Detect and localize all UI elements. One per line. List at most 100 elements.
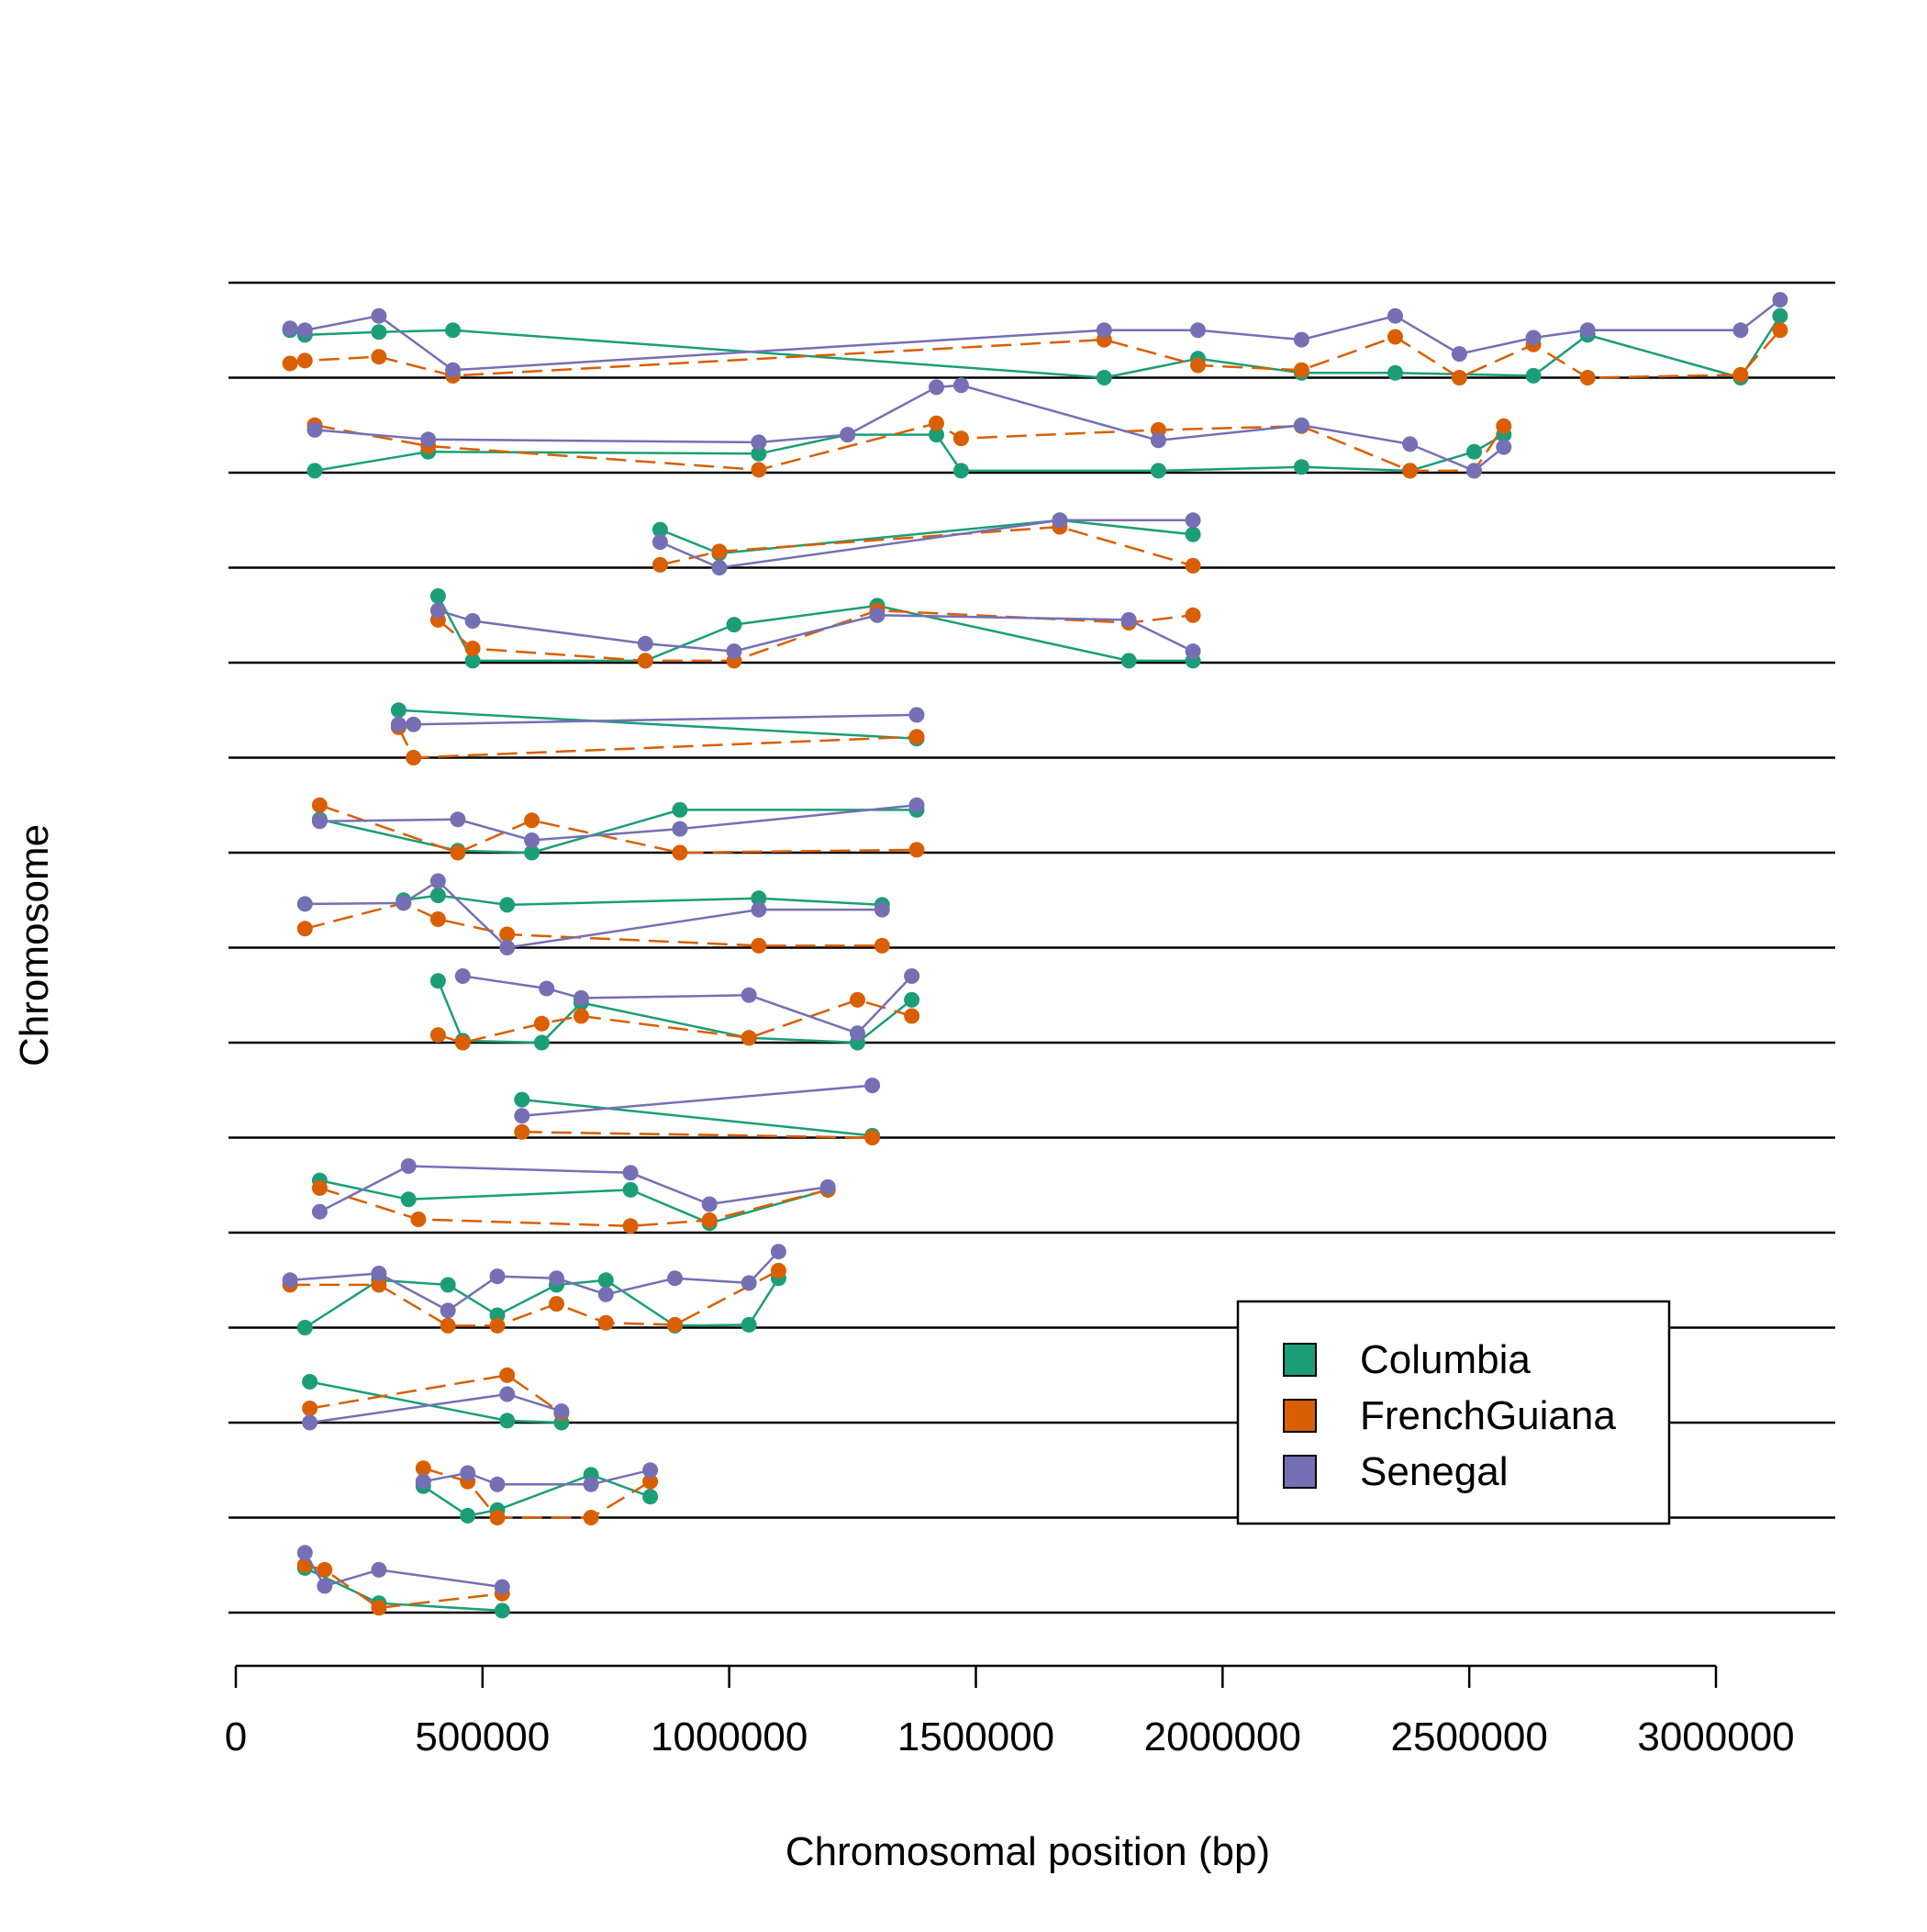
data-point: [429, 1027, 446, 1044]
data-point: [751, 937, 767, 954]
data-point: [819, 1178, 836, 1195]
data-point: [454, 968, 471, 984]
data-point: [282, 355, 298, 372]
series-line: [318, 1165, 829, 1213]
data-point: [282, 320, 298, 337]
data-point: [371, 1266, 387, 1281]
data-point: [1387, 307, 1403, 324]
data-point: [1293, 362, 1309, 378]
series-line: [318, 804, 918, 854]
data-point: [440, 1317, 456, 1334]
data-point: [850, 1025, 865, 1042]
data-point: [1402, 463, 1419, 479]
series-line: [422, 1473, 652, 1517]
data-point: [952, 463, 969, 479]
data-point: [751, 901, 767, 918]
data-point: [1190, 322, 1206, 339]
data-point: [1096, 322, 1112, 339]
data-point: [874, 937, 890, 954]
data-point: [440, 1277, 456, 1293]
data-point: [741, 1316, 757, 1333]
data-point: [1150, 432, 1166, 449]
data-point: [494, 1603, 510, 1619]
data-point: [454, 1034, 471, 1051]
legend-swatch: [1283, 1343, 1317, 1377]
series-line: [438, 609, 1194, 653]
data-point: [371, 1561, 387, 1578]
data-point: [317, 1578, 333, 1594]
data-point: [1052, 512, 1068, 529]
data-point: [751, 462, 767, 478]
data-point: [1185, 526, 1201, 542]
data-point: [637, 635, 653, 652]
x-tick-label: 1500000: [897, 1714, 1054, 1759]
data-point: [1190, 357, 1206, 374]
data-point: [514, 1108, 530, 1124]
data-point: [296, 921, 313, 937]
data-point: [770, 1262, 786, 1279]
data-point: [952, 430, 969, 447]
data-point: [445, 362, 462, 378]
data-point: [450, 811, 466, 828]
data-point: [549, 1296, 564, 1312]
data-point: [1451, 370, 1467, 385]
data-point: [1185, 607, 1201, 623]
series-line: [314, 421, 1505, 473]
data-point: [415, 1473, 431, 1490]
legend-swatch: [1283, 1399, 1317, 1433]
data-point: [371, 1600, 387, 1616]
data-point: [460, 1507, 476, 1524]
data-point: [311, 797, 328, 813]
data-point: [499, 940, 516, 955]
data-point: [864, 1130, 881, 1145]
legend-swatch: [1283, 1455, 1317, 1489]
data-point: [1579, 370, 1596, 385]
data-point: [672, 801, 688, 818]
legend-label: Columbia: [1360, 1337, 1531, 1382]
data-point: [489, 1268, 506, 1285]
series-line: [659, 519, 1194, 569]
data-point: [583, 1476, 599, 1492]
data-point: [533, 1034, 550, 1051]
data-point: [514, 1091, 530, 1108]
data-point: [420, 431, 437, 448]
series-line: [319, 809, 917, 854]
data-point: [429, 588, 446, 604]
data-point: [390, 702, 407, 719]
data-point: [701, 1196, 718, 1212]
data-point: [1466, 463, 1482, 479]
data-point: [395, 895, 412, 911]
series-line: [403, 894, 883, 907]
data-point: [1772, 322, 1788, 339]
data-point: [1732, 322, 1749, 339]
data-point: [726, 617, 742, 633]
x-tick-label: 2000000: [1144, 1714, 1301, 1759]
data-point: [429, 973, 446, 989]
series-line: [319, 1178, 829, 1225]
data-point: [1096, 370, 1112, 385]
data-point: [1732, 366, 1749, 383]
series-line: [314, 384, 1505, 473]
data-point: [652, 534, 668, 551]
data-point: [642, 1462, 659, 1479]
data-point: [524, 844, 540, 861]
series-senegal: [282, 292, 1788, 1595]
data-point: [726, 643, 742, 660]
data-point: [929, 427, 944, 443]
data-point: [499, 1367, 516, 1383]
data-point: [549, 1270, 564, 1287]
series-line: [398, 713, 918, 726]
data-point: [1451, 346, 1467, 363]
data-point: [1293, 459, 1309, 475]
x-axis-label: Chromosomal position (bp): [785, 1829, 1270, 1874]
data-point: [371, 349, 387, 365]
data-point: [464, 653, 481, 669]
data-point: [371, 1277, 387, 1293]
data-point: [904, 1008, 920, 1024]
data-point: [1185, 512, 1201, 529]
data-point: [302, 1401, 318, 1416]
legend-label: Senegal: [1360, 1449, 1508, 1494]
data-point: [1525, 367, 1542, 384]
data-point: [1293, 417, 1309, 433]
